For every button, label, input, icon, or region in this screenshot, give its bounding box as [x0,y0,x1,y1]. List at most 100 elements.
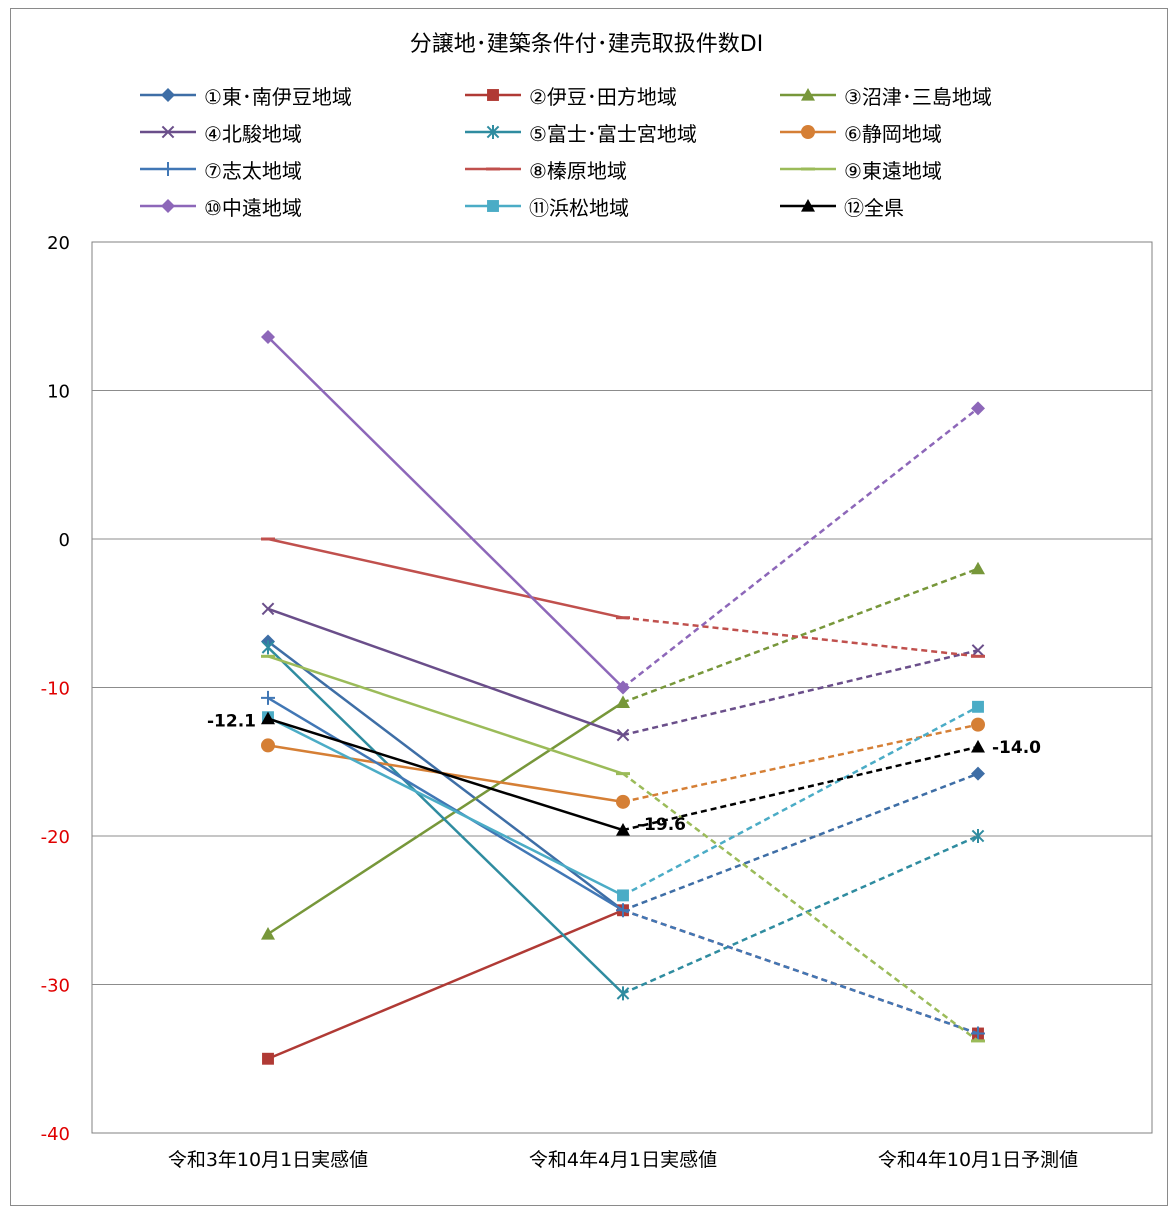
series-line-actual [267,537,624,619]
legend-item: ⑪浜松地域 [465,193,629,220]
data-point [971,766,985,781]
series-3 [261,561,985,940]
series-line-forecast [622,649,979,737]
y-tick-label: -10 [41,679,70,700]
legend-swatch [780,167,836,171]
data-point [971,717,985,732]
data-label: -19.6 [637,815,686,835]
y-tick-label: 10 [47,382,70,403]
series-line-forecast [622,745,979,832]
data-point [261,602,275,616]
legend-swatch [780,199,836,212]
legend-item: ③沼津･三島地域 [780,82,992,109]
series-line-forecast [622,772,979,1042]
series-line-forecast [622,616,979,658]
legend-swatch [465,167,521,171]
data-point [261,738,275,753]
data-point [616,794,630,809]
legend-marker [801,125,815,139]
y-tick-label: 0 [59,530,70,551]
legend-marker [161,162,175,176]
data-point [261,330,275,345]
data-point [261,711,275,725]
series-12: -12.1 -19.6 -14.0 [207,711,1041,836]
data-point [616,695,630,708]
data-point [971,829,985,843]
legend-item: ④北駿地域 [140,119,302,146]
series-7 [261,690,985,1041]
data-label: -12.1 [207,712,256,732]
series-1 [261,634,985,918]
legend-label: ④北駿地域 [204,121,302,146]
data-point [971,401,985,416]
series-line-actual [267,717,624,832]
legend-label: ⑨東遠地域 [844,158,942,183]
legend-marker [486,125,500,139]
legend-label: ①東･南伊豆地域 [204,84,352,109]
legend-label: ②伊豆･田方地域 [529,84,677,109]
legend-item: ⑫全県 [780,193,904,220]
series-line-forecast [622,407,979,689]
legend-swatch [465,89,521,101]
legend-item: ⑧榛原地域 [465,156,627,183]
legend-marker [161,199,175,213]
data-point [616,823,630,836]
legend-marker [487,89,499,101]
legend-swatch [465,200,521,212]
data-point [971,644,985,657]
data-point [971,1026,985,1041]
legend-label: ⑤富士･富士宮地域 [529,121,697,146]
legend-marker [801,199,815,212]
data-point [972,700,984,713]
y-tick-label: -30 [41,976,70,997]
series-line-actual [267,336,624,689]
data-point [616,903,630,918]
series-line-forecast [622,909,979,1035]
legend-label: ③沼津･三島地域 [844,84,992,109]
y-tick-label: -40 [41,1124,70,1145]
series-line-forecast [622,705,979,897]
chart-title: 分譲地･建築条件付･建売取扱件数DI [409,32,764,57]
series-6 [261,717,985,809]
legend-swatch [140,162,196,176]
series-8 [261,537,985,658]
legend-label: ⑩中遠地域 [204,195,302,220]
legend-label: ⑧榛原地域 [529,158,627,183]
series-line-actual [267,701,624,936]
series-9 [261,654,985,1043]
series-line-forecast [622,909,979,1035]
series-line-actual [267,655,624,775]
series-line-forecast [622,772,979,912]
series-line-actual [267,716,624,897]
series-4 [261,602,985,742]
legend-label: ⑫全県 [844,195,904,220]
legend-swatch [465,125,521,139]
legend-marker [161,88,175,102]
series-5 [261,640,985,1001]
legend-item: ⑤富士･富士宮地域 [465,119,697,146]
data-point [616,728,630,742]
legend-item: ⑩中遠地域 [140,193,302,220]
series-line-actual [267,696,624,912]
x-tick-label: 令和3年10月1日実感値 [168,1149,368,1171]
legend-label: ⑥静岡地域 [844,121,942,146]
data-point [261,640,275,655]
legend-item: ②伊豆･田方地域 [465,82,677,109]
data-point [616,986,630,1001]
legend-item: ⑥静岡地域 [780,119,942,146]
legend-marker [801,88,815,101]
legend-swatch [780,125,836,139]
x-tick-label: 令和4年4月1日実感値 [529,1149,717,1171]
legend-label: ⑦志太地域 [204,158,302,183]
series-10 [261,330,985,695]
data-point [261,927,275,940]
legend-item: ⑨東遠地域 [780,156,942,183]
data-label: -14.0 [992,738,1041,758]
x-tick-label: 令和4年10月1日予測値 [878,1149,1078,1171]
data-point [971,739,985,753]
series-line-forecast [622,834,979,995]
legend-label: ⑪浜松地域 [529,195,629,220]
data-point [971,561,985,575]
legend-item: ①東･南伊豆地域 [140,82,352,109]
